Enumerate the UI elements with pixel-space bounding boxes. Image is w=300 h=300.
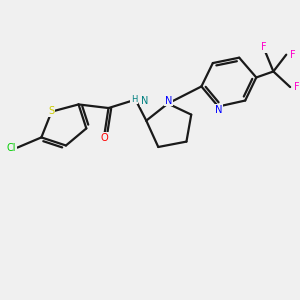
Text: O: O	[100, 133, 108, 143]
Text: S: S	[49, 106, 55, 116]
Text: F: F	[290, 50, 296, 60]
Text: H: H	[131, 94, 137, 103]
Text: F: F	[261, 42, 267, 52]
Text: Cl: Cl	[6, 142, 16, 153]
Text: N: N	[141, 96, 148, 106]
Text: N: N	[215, 105, 223, 115]
Text: F: F	[294, 82, 299, 92]
Text: N: N	[165, 95, 172, 106]
